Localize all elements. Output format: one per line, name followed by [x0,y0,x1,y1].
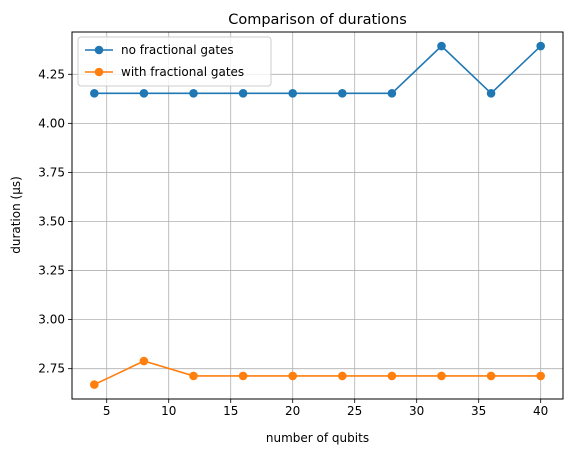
data-point [189,89,198,98]
x-tick-label: 40 [533,404,548,418]
data-point [337,371,347,381]
y-tick-label: 2.75 [38,362,65,376]
x-tick-label: 25 [347,404,362,418]
plot-frame [71,31,564,400]
data-point [536,371,545,381]
y-axis-ticks: 2.75 3.00 3.25 3.50 3.75 4.00 4.25 [38,67,72,376]
data-point [536,41,545,51]
x-axis-label: number of qubits [266,431,369,445]
data-point [90,89,99,98]
data-point [139,89,149,98]
y-tick-label: 3.00 [38,313,65,327]
y-tick-label: 4.00 [38,116,65,130]
y-tick-label: 4.25 [38,67,65,81]
chart-title: Comparison of durations [228,12,407,28]
series-line [93,360,541,386]
legend: no fractional gates with fractional gates [77,36,272,87]
data-point [288,371,298,381]
x-axis-ticks: 5 10 15 20 25 30 35 40 [103,399,548,418]
legend-marker [94,45,104,55]
data-point [486,371,496,381]
x-tick-label: 15 [223,404,238,418]
legend-label: with fractional gates [121,65,244,79]
data-point [238,89,248,98]
data-point [437,41,446,51]
legend-box [77,36,272,87]
x-tick-label: 5 [103,404,111,418]
data-point [387,371,397,381]
grid-lines [72,32,563,399]
data-point [238,371,248,381]
series-line [94,44,542,95]
y-tick-label: 3.25 [38,264,65,278]
data-point [387,89,397,98]
x-tick-label: 10 [161,404,176,418]
y-axis-label: duration (µs) [9,176,23,254]
plot-series [90,41,545,389]
legend-marker [94,67,104,77]
data-point [437,371,446,381]
x-tick-label: 35 [471,404,486,418]
legend-label: no fractional gates [121,43,234,57]
data-point [486,89,496,98]
data-point [288,89,298,98]
data-point [90,380,99,389]
y-tick-label: 3.50 [38,214,65,228]
data-point [189,371,198,381]
data-point [139,356,149,366]
x-tick-label: 30 [409,404,424,418]
y-tick-label: 3.75 [38,165,65,179]
data-point [337,89,347,98]
x-tick-label: 20 [285,404,300,418]
